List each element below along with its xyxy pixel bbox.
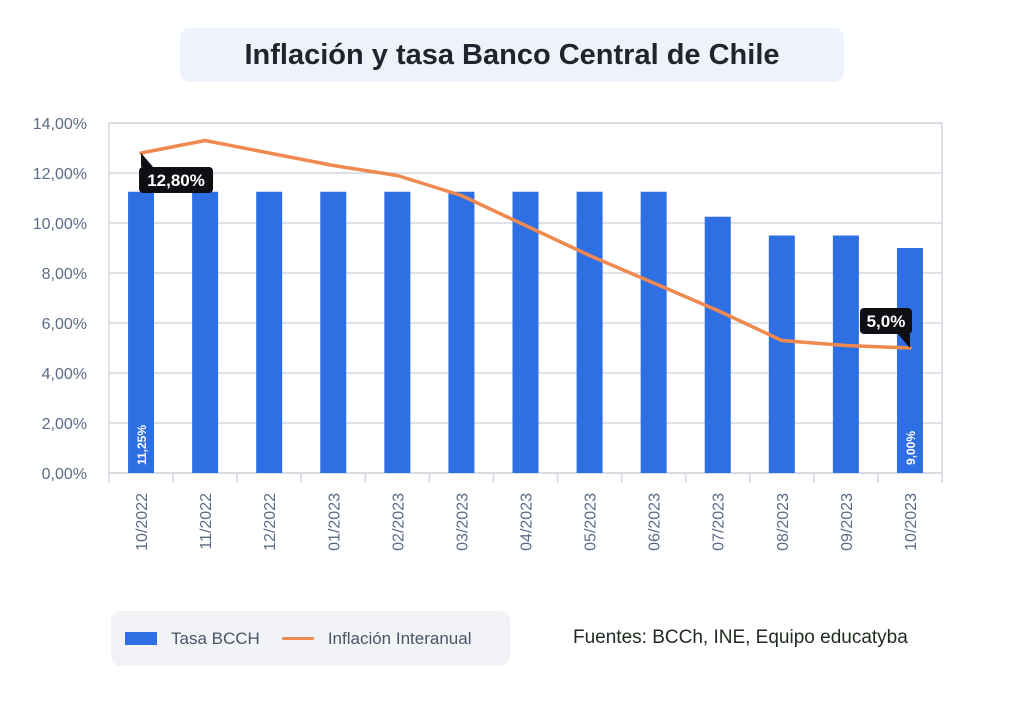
x-tick-label: 05/2023 xyxy=(583,493,600,551)
y-tick-label: 12,00% xyxy=(33,166,87,183)
bar xyxy=(512,191,539,473)
legend-item-bar: Tasa BCCH xyxy=(125,629,260,649)
line-callout-label: 12,80% xyxy=(147,171,205,190)
legend-line-label: Inflación Interanual xyxy=(327,628,472,648)
x-tick-label: 01/2023 xyxy=(326,493,343,551)
x-tick-label: 04/2023 xyxy=(519,493,536,551)
x-tick-label: 07/2023 xyxy=(711,493,728,551)
legend-bar-label: Tasa BCCH xyxy=(171,628,260,648)
x-tick-label: 09/2023 xyxy=(839,493,856,551)
chart-title-box: Inflación y tasa Banco Central de Chile xyxy=(180,28,844,82)
bar xyxy=(896,248,923,473)
y-tick-label: 14,00% xyxy=(33,116,87,133)
sources-note: Fuentes: BCCh, INE, Equipo educatyba xyxy=(573,627,908,648)
y-tick-label: 2,00% xyxy=(42,416,87,433)
x-tick-label: 06/2023 xyxy=(647,493,664,551)
line-callout-box xyxy=(859,308,912,334)
x-tick-label: 03/2023 xyxy=(454,493,471,551)
line-callout-label: 5,0% xyxy=(867,312,906,331)
y-tick-label: 6,00% xyxy=(42,316,87,333)
x-tick-label: 10/2022 xyxy=(134,493,151,551)
callout-pointer xyxy=(897,334,910,348)
legend: Tasa BCCH Inflación Interanual xyxy=(111,611,510,666)
y-tick-label: 4,00% xyxy=(42,366,87,383)
legend-bar-swatch xyxy=(125,632,157,645)
x-tick-label: 12/2022 xyxy=(262,493,279,551)
x-tick-label: 11/2022 xyxy=(198,493,215,550)
chart-title: Inflación y tasa Banco Central de Chile xyxy=(244,38,780,71)
y-tick-label: 8,00% xyxy=(42,266,87,283)
bar xyxy=(768,235,795,473)
bar xyxy=(256,191,283,473)
y-tick-label: 0,00% xyxy=(42,466,87,483)
legend-line-swatch xyxy=(281,637,314,640)
legend-item-line: Inflación Interanual xyxy=(281,628,472,649)
bar xyxy=(384,191,411,473)
x-tick-label: 02/2023 xyxy=(390,493,407,551)
bar xyxy=(832,235,859,473)
x-tick-label: 08/2023 xyxy=(775,493,792,551)
bar xyxy=(320,191,347,473)
bar xyxy=(640,191,667,473)
bar xyxy=(128,191,155,473)
bar xyxy=(704,216,731,473)
bar xyxy=(192,191,219,473)
x-tick-label: 10/2023 xyxy=(903,493,920,551)
callout-pointer xyxy=(141,153,154,167)
y-tick-label: 10,00% xyxy=(33,216,87,233)
bar xyxy=(576,191,603,473)
line-callout-box xyxy=(139,167,214,193)
bar-value-label: 9,00% xyxy=(904,431,918,465)
bar-value-label: 11,25% xyxy=(135,425,149,465)
bar xyxy=(448,191,475,473)
